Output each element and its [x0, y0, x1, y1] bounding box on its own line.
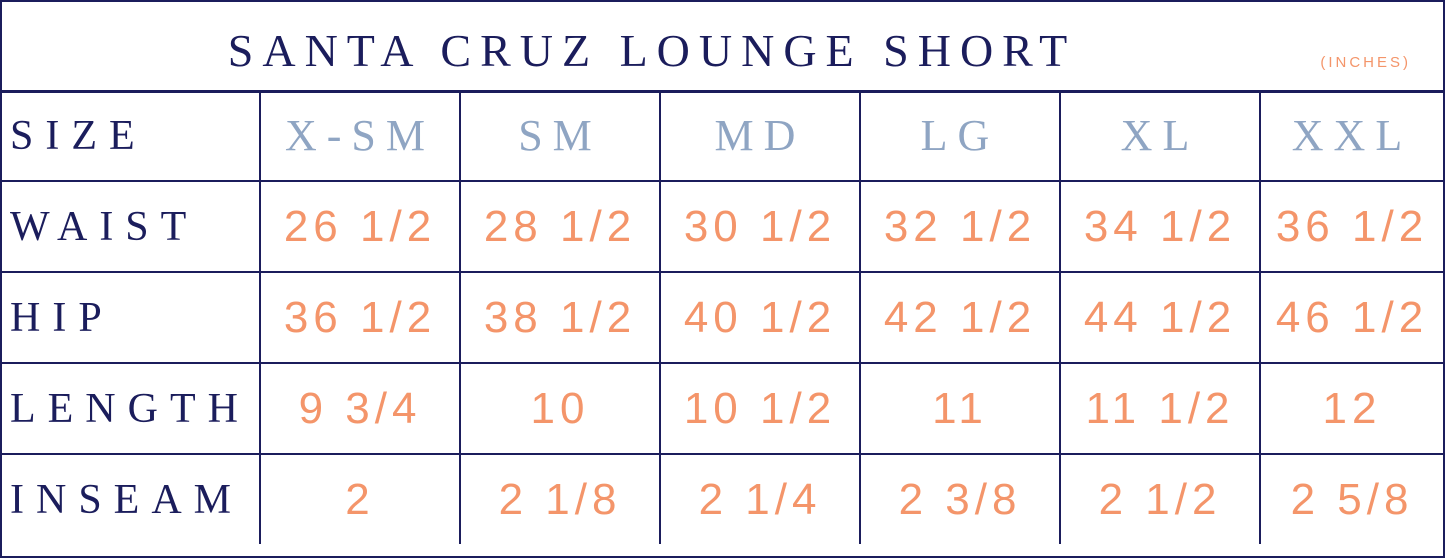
- title-row: SANTA CRUZ LOUNGE SHORT (INCHES): [2, 2, 1443, 93]
- table-row: WAIST 26 1/2 28 1/2 30 1/2 32 1/2 34 1/2 36 1/…: [0, 180, 1443, 273]
- measurement-cell: 12: [1259, 362, 1443, 455]
- measurement-cell: 9 3/4: [259, 362, 461, 455]
- measurement-cell: 36 1/2: [259, 271, 461, 364]
- measurement-cell: 40 1/2: [659, 271, 861, 364]
- size-sm: SM: [459, 91, 661, 182]
- size-x-sm: X-SM: [259, 91, 461, 182]
- row-label: HIP: [0, 271, 261, 364]
- measurement-cell: 2 5/8: [1259, 453, 1443, 544]
- measurement-cell: 34 1/2: [1059, 180, 1261, 273]
- measurement-cell: 11 1/2: [1059, 362, 1261, 455]
- size-xl: XL: [1059, 91, 1261, 182]
- measurement-cell: 38 1/2: [459, 271, 661, 364]
- row-label: LENGTH: [0, 362, 261, 455]
- measurement-cell: 10: [459, 362, 661, 455]
- measurement-cell: 2: [259, 453, 461, 544]
- measurement-cell: 32 1/2: [859, 180, 1061, 273]
- size-lg: LG: [859, 91, 1061, 182]
- size-md: MD: [659, 91, 861, 182]
- measurement-cell: 2 1/4: [659, 453, 861, 544]
- row-label: WAIST: [0, 180, 261, 273]
- units-label: (INCHES): [1320, 54, 1411, 71]
- table-row: LENGTH 9 3/4 10 10 1/2 11 11 1/2 12: [0, 362, 1443, 455]
- measurement-cell: 2 1/2: [1059, 453, 1261, 544]
- measurement-cell: 2 1/8: [459, 453, 661, 544]
- measurement-cell: 10 1/2: [659, 362, 861, 455]
- size-table: SIZE X-SM SM MD LG XL XXL WAIST 26 1/2 28 …: [0, 91, 1443, 544]
- measurement-cell: 44 1/2: [1059, 271, 1261, 364]
- measurement-cell: 42 1/2: [859, 271, 1061, 364]
- measurement-cell: 2 3/8: [859, 453, 1061, 544]
- measurement-cell: 36 1/2: [1259, 180, 1443, 273]
- measurement-cell: 46 1/2: [1259, 271, 1443, 364]
- header-row: SIZE X-SM SM MD LG XL XXL: [0, 91, 1443, 182]
- chart-title: SANTA CRUZ LOUNGE SHORT: [227, 25, 1077, 76]
- size-xxl: XXL: [1259, 91, 1443, 182]
- size-header: SIZE: [0, 91, 261, 182]
- measurement-cell: 30 1/2: [659, 180, 861, 273]
- measurement-cell: 26 1/2: [259, 180, 461, 273]
- measurement-cell: 28 1/2: [459, 180, 661, 273]
- table-row: HIP 36 1/2 38 1/2 40 1/2 42 1/2 44 1/2 46 1/2: [0, 271, 1443, 364]
- measurement-cell: 11: [859, 362, 1061, 455]
- row-label: INSEAM: [0, 453, 261, 544]
- table-row: INSEAM 2 2 1/8 2 1/4 2 3/8 2 1/2 2 5/8: [0, 453, 1443, 544]
